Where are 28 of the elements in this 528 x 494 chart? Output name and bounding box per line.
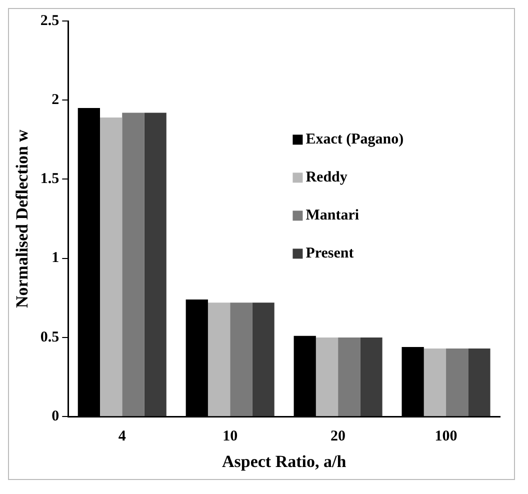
legend-label: Reddy (306, 170, 348, 186)
bar (230, 302, 252, 416)
bar (338, 337, 360, 416)
y-axis-title: Normalised Deflection w (12, 128, 32, 308)
y-tick-label: 2.5 (40, 12, 60, 29)
x-tick-label: 10 (222, 428, 238, 444)
x-tick-label: 20 (330, 428, 346, 444)
bar (360, 337, 382, 416)
legend-label: Present (306, 246, 354, 262)
legend-label: Mantari (306, 208, 360, 224)
bar (446, 348, 468, 416)
y-tick-label: 1 (52, 250, 60, 266)
bar (424, 348, 446, 416)
bar (316, 337, 338, 416)
bar (208, 302, 230, 416)
legend-label: Exact (Pagano) (306, 132, 404, 148)
bar (144, 112, 166, 416)
y-tick-label: 2 (52, 92, 60, 108)
y-tick-label: 0 (52, 408, 60, 424)
bar (100, 118, 122, 416)
y-tick-label: 0.5 (40, 329, 60, 346)
bar (252, 302, 274, 416)
x-tick-label: 100 (434, 428, 458, 444)
x-tick-label: 4 (118, 428, 126, 444)
y-tick-label: 1.5 (40, 171, 60, 188)
x-axis-title: Aspect Ratio, a/h (222, 452, 347, 472)
bar (468, 348, 490, 416)
bar (122, 112, 144, 416)
